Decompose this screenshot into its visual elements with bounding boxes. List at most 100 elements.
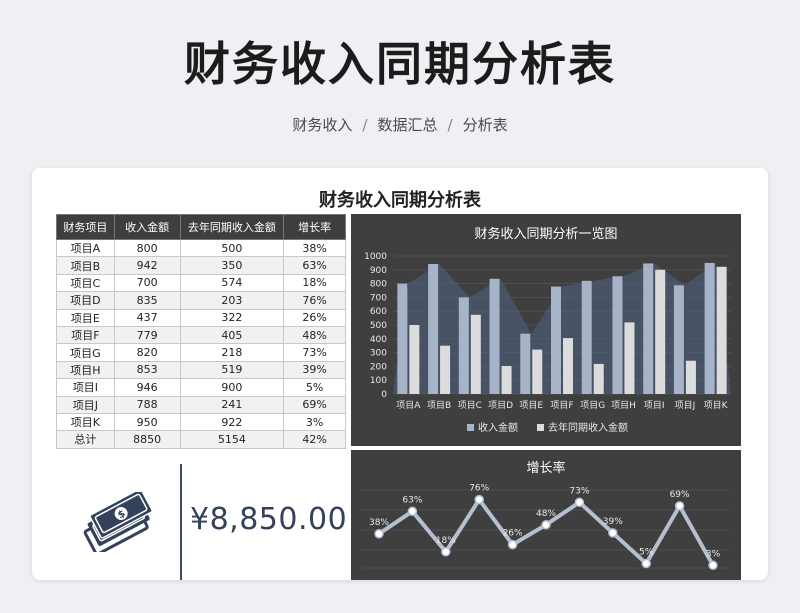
bar-chart: 财务收入同期分析一览图 0 100 200 300 400 500 600 700 800 900 1…: [364, 226, 731, 434]
x-tick-label: 项目C: [458, 400, 482, 411]
table-cell[interactable]: 779: [113, 325, 181, 345]
table-total-row: 总计 8850 5154 42%: [56, 430, 346, 449]
data-label: 76%: [469, 484, 489, 494]
table-cell[interactable]: 总计: [56, 430, 115, 449]
table-row: 项目E 437 322 26%: [56, 308, 346, 327]
y-tick-label: 900: [370, 266, 387, 276]
breadcrumb-separator: /: [447, 116, 453, 134]
growth-point: [441, 547, 451, 557]
bar-income: [428, 264, 439, 394]
table-cell[interactable]: 950: [113, 412, 181, 432]
table-cell[interactable]: 38%: [283, 238, 346, 258]
table-row: 项目F 779 405 48%: [56, 325, 346, 345]
breadcrumb-item-summary[interactable]: 数据汇总: [377, 116, 438, 134]
table-cell[interactable]: 853: [113, 360, 181, 380]
table-cell[interactable]: 63%: [283, 256, 346, 275]
x-tick-label: 项目D: [488, 400, 513, 411]
y-tick-label: 800: [370, 280, 387, 290]
breadcrumb-item-analysis[interactable]: 分析表: [462, 116, 508, 134]
x-tick-label: 项目F: [550, 400, 573, 411]
table-cell[interactable]: 项目A: [56, 238, 115, 258]
data-label: 5%: [639, 548, 654, 558]
table-cell[interactable]: 项目J: [56, 395, 115, 414]
table-cell[interactable]: 800: [113, 238, 181, 258]
table-cell[interactable]: 241: [179, 395, 285, 414]
chart-title: 财务收入同期分析一览图: [474, 226, 617, 242]
table-cell[interactable]: 942: [113, 256, 181, 275]
table-cell[interactable]: 26%: [283, 308, 346, 327]
line-chart-panel: 增长率 38% 63% 18% 76% 26% 48% 73% 39% 5% 69% 3%: [351, 450, 741, 580]
table-cell[interactable]: 项目B: [56, 256, 115, 275]
table-cell[interactable]: 574: [179, 273, 285, 293]
bar-income: [489, 278, 500, 394]
table-cell[interactable]: 项目K: [56, 412, 115, 432]
y-tick-label: 300: [370, 349, 387, 359]
growth-point: [541, 520, 551, 530]
breadcrumb-item-income[interactable]: 财务收入: [292, 116, 353, 134]
y-tick-label: 500: [370, 321, 387, 331]
table-cell[interactable]: 项目I: [56, 378, 115, 397]
table-cell[interactable]: 项目H: [56, 360, 115, 380]
bar-last-year: [655, 269, 666, 394]
table-cell[interactable]: 835: [113, 291, 181, 310]
x-tick-label: 项目B: [427, 400, 451, 411]
breadcrumb: 财务收入 / 数据汇总 / 分析表: [0, 114, 800, 135]
table-cell[interactable]: 900: [179, 378, 285, 397]
table-cell[interactable]: 73%: [283, 343, 346, 362]
bar-last-year: [470, 314, 481, 394]
table-cell[interactable]: 820: [113, 343, 181, 362]
table-cell[interactable]: 700: [113, 273, 181, 293]
x-tick-label: 项目E: [519, 400, 543, 411]
table-cell[interactable]: 项目C: [56, 273, 115, 293]
growth-point: [407, 506, 418, 517]
bar-income: [643, 263, 654, 394]
table-cell[interactable]: 48%: [283, 325, 346, 345]
table-cell[interactable]: 922: [179, 412, 285, 432]
bar-income: [551, 286, 561, 394]
data-label: 39%: [603, 517, 623, 527]
bar-income: [673, 285, 684, 394]
table-cell[interactable]: 3%: [283, 412, 346, 432]
table-cell[interactable]: 项目G: [56, 343, 115, 362]
growth-point: [507, 539, 518, 550]
table-cell[interactable]: 405: [179, 325, 285, 345]
table-cell[interactable]: 946: [113, 378, 181, 397]
table-cell[interactable]: 218: [179, 343, 285, 362]
bar-last-year: [563, 338, 573, 394]
line-chart: 增长率 38% 63% 18% 76% 26% 48% 73% 39% 5% 69% 3%: [361, 460, 731, 571]
data-label: 18%: [436, 536, 456, 546]
bar-last-year: [532, 349, 543, 394]
table-cell[interactable]: 项目F: [56, 325, 115, 345]
page-title: 财务收入同期分析表: [184, 37, 616, 91]
table-cell[interactable]: 437: [113, 308, 181, 327]
table-cell[interactable]: 项目E: [56, 308, 115, 327]
growth-point: [574, 497, 585, 508]
table-cell[interactable]: 76%: [283, 291, 346, 310]
divider: [180, 464, 182, 580]
column-header: 去年同期收入金额: [179, 214, 285, 240]
y-tick-label: 200: [370, 362, 387, 372]
table-cell[interactable]: 500: [179, 238, 285, 258]
growth-point: [474, 494, 484, 505]
table-cell[interactable]: 203: [179, 291, 285, 310]
table-cell[interactable]: 8850: [113, 430, 181, 449]
table-cell[interactable]: 322: [179, 308, 285, 327]
table-cell[interactable]: 42%: [283, 430, 346, 449]
table-cell[interactable]: 350: [179, 256, 285, 275]
table-cell[interactable]: 39%: [283, 360, 346, 380]
table-cell[interactable]: 788: [113, 395, 181, 414]
legend-label: 去年同期收入金额: [548, 421, 628, 434]
table-cell[interactable]: 5%: [283, 378, 346, 397]
table-cell[interactable]: 5154: [179, 430, 285, 449]
bar-income: [612, 276, 623, 394]
table-cell[interactable]: 项目D: [56, 291, 115, 310]
x-tick-label: 项目K: [704, 400, 729, 411]
column-header: 增长率: [283, 214, 346, 240]
table-row: 项目K 950 922 3%: [56, 412, 346, 432]
table-body: 项目A 800 500 38% 项目B 942 350 63% 项目C 700 574 18% 项目D 8…: [56, 238, 346, 449]
legend-swatch-income: [467, 424, 474, 431]
table-cell[interactable]: 519: [179, 360, 285, 380]
y-tick-label: 0: [381, 390, 387, 400]
table-cell[interactable]: 18%: [283, 273, 346, 293]
table-cell[interactable]: 69%: [283, 395, 346, 414]
